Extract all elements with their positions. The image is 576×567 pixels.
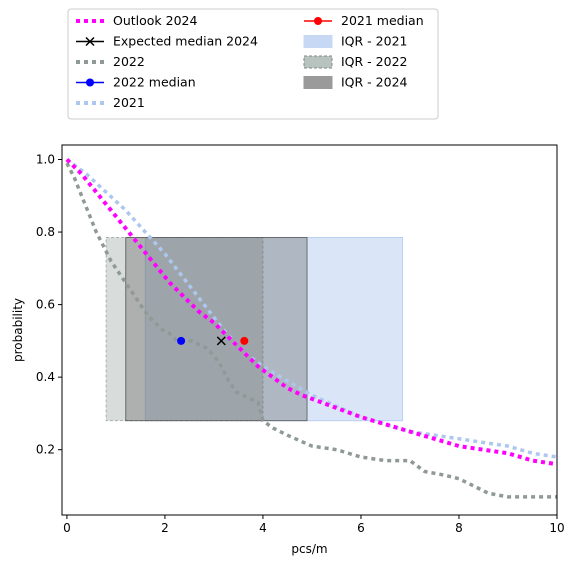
- median-markers: [177, 336, 249, 346]
- legend-item-expected-median-2024: Expected median 2024: [76, 34, 258, 49]
- legend-label: Outlook 2024: [113, 13, 198, 28]
- series-2021: [65, 158, 558, 459]
- legend-label: 2021 median: [341, 13, 424, 28]
- plot-frame: [61, 144, 558, 516]
- y-axis-label: probability: [11, 298, 25, 362]
- x-tick-label: 6: [357, 521, 365, 535]
- legend-label: IQR - 2021: [341, 34, 407, 49]
- series-outlook-2024: [65, 158, 558, 467]
- series-lines: [65, 158, 558, 499]
- x-axis: 0 2 4 6 8 10: [63, 515, 565, 535]
- legend-label: 2021: [113, 95, 145, 110]
- x-tick-label: 8: [455, 521, 463, 535]
- y-tick-label: 0.8: [36, 225, 55, 239]
- legend-label: IQR - 2022: [341, 54, 407, 69]
- legend-item-iqr-2022: IQR - 2022: [303, 54, 407, 69]
- legend-label: IQR - 2024: [341, 75, 408, 90]
- x-tick-label: 10: [549, 521, 564, 535]
- iqr-bands: [105, 237, 404, 422]
- marker-expected-median-2024: [216, 336, 226, 346]
- y-axis: 0.2 0.4 0.6 0.8 1.0: [36, 153, 62, 457]
- legend-label: 2022: [113, 54, 145, 69]
- x-tick-label: 4: [259, 521, 267, 535]
- y-tick-label: 1.0: [36, 153, 55, 167]
- legend-frame: [67, 8, 439, 120]
- legend-swatch: [303, 55, 333, 69]
- marker-x-stroke: [216, 336, 226, 346]
- legend-item-2021: 2021: [76, 95, 145, 110]
- band-iqr-2024: [125, 237, 308, 422]
- y-tick-label: 0.6: [36, 298, 55, 312]
- series-2022: [65, 162, 557, 499]
- legend-swatch-marker: [86, 78, 94, 87]
- legend-swatch: [303, 35, 333, 48]
- y-tick-label: 0.4: [36, 370, 55, 384]
- band-iqr-2021: [144, 237, 404, 422]
- y-tick-label: 0.2: [36, 443, 55, 457]
- legend-swatch-marker: [85, 36, 95, 47]
- legend-item-iqr-2024: IQR - 2024: [303, 75, 408, 90]
- legend-swatch-marker: [314, 17, 322, 25]
- x-tick-label: 2: [161, 521, 169, 535]
- legend-label: 2022 median: [113, 75, 196, 90]
- legend: Outlook 2024 Expected median 2024 2022 2022…: [67, 8, 439, 120]
- legend-item-iqr-2021: IQR - 2021: [303, 34, 407, 49]
- legend-item-outlook-2024: Outlook 2024: [76, 13, 198, 28]
- legend-swatch: [303, 76, 333, 89]
- marker-2022-median: [177, 336, 186, 345]
- legend-item-2021-median: 2021 median: [304, 13, 424, 28]
- x-axis-label: pcs/m: [291, 542, 327, 556]
- x-tick-label: 0: [63, 521, 71, 535]
- legend-item-2022-median: 2022 median: [76, 75, 196, 90]
- marker-2021-median: [240, 336, 249, 345]
- legend-item-2022: 2022: [76, 54, 145, 69]
- legend-label: Expected median 2024: [113, 34, 258, 49]
